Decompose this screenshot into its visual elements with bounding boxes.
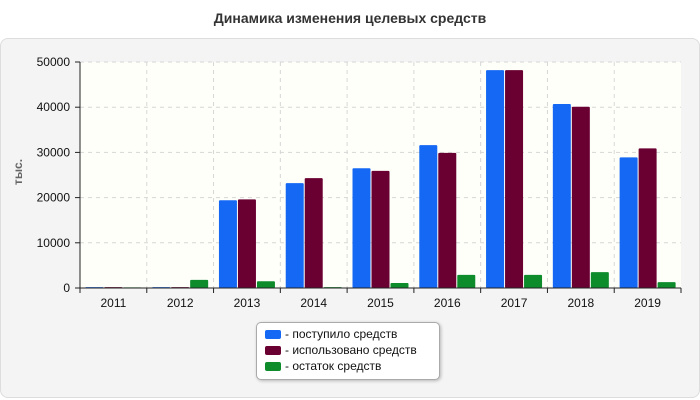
x-tick-label: 2013	[234, 296, 261, 310]
y-tick-label: 50000	[37, 55, 71, 69]
legend-swatch-received	[265, 329, 281, 339]
bar-received-2018[interactable]	[552, 104, 571, 288]
legend-item-used[interactable]: - использовано средств	[265, 342, 439, 358]
bar-balance-2013[interactable]	[256, 281, 275, 288]
bar-used-2017[interactable]	[505, 70, 524, 288]
bar-balance-2015[interactable]	[390, 283, 409, 288]
x-tick-label: 2012	[167, 296, 194, 310]
bar-used-2014[interactable]	[304, 178, 323, 288]
y-axis-label: тыс.	[11, 159, 25, 185]
bar-balance-2019[interactable]	[657, 282, 676, 288]
legend-label-used: - использовано средств	[285, 343, 417, 357]
bar-received-2019[interactable]	[619, 157, 638, 288]
x-tick-label: 2016	[434, 296, 461, 310]
bar-used-2015[interactable]	[371, 170, 390, 288]
bar-received-2017[interactable]	[486, 70, 505, 288]
chart-title: Динамика изменения целевых средств	[213, 10, 487, 26]
y-tick-label: 30000	[37, 145, 71, 159]
bar-received-2014[interactable]	[285, 183, 304, 288]
x-tick-label: 2015	[367, 296, 394, 310]
x-tick-label: 2014	[300, 296, 327, 310]
legend-swatch-balance	[265, 361, 281, 371]
legend-item-received[interactable]: - поступило средств	[265, 326, 439, 342]
bar-received-2015[interactable]	[352, 168, 371, 288]
legend-swatch-used	[265, 345, 281, 355]
bar-used-2019[interactable]	[638, 148, 657, 288]
x-tick-label: 2019	[634, 296, 661, 310]
legend-label-balance: - остаток средств	[285, 359, 382, 373]
y-tick-label: 40000	[37, 100, 71, 114]
y-tick-label: 10000	[37, 236, 71, 250]
bar-balance-2018[interactable]	[590, 272, 609, 288]
bar-balance-2012[interactable]	[190, 279, 209, 288]
x-tick-label: 2011	[100, 296, 126, 310]
y-tick-label: 20000	[37, 191, 71, 205]
y-tick-label: 0	[63, 281, 70, 295]
bar-received-2016[interactable]	[419, 145, 438, 288]
x-tick-label: 2017	[501, 296, 528, 310]
bar-received-2013[interactable]	[218, 200, 237, 288]
bar-used-2016[interactable]	[438, 152, 457, 288]
bar-used-2013[interactable]	[237, 199, 256, 288]
legend[interactable]: - поступило средств - использовано средс…	[256, 322, 440, 380]
x-tick-label: 2018	[567, 296, 594, 310]
legend-item-balance[interactable]: - остаток средств	[265, 358, 439, 374]
legend-label-received: - поступило средств	[285, 327, 398, 341]
bar-balance-2016[interactable]	[457, 274, 476, 288]
bar-used-2018[interactable]	[571, 106, 590, 288]
bar-balance-2017[interactable]	[524, 274, 543, 288]
